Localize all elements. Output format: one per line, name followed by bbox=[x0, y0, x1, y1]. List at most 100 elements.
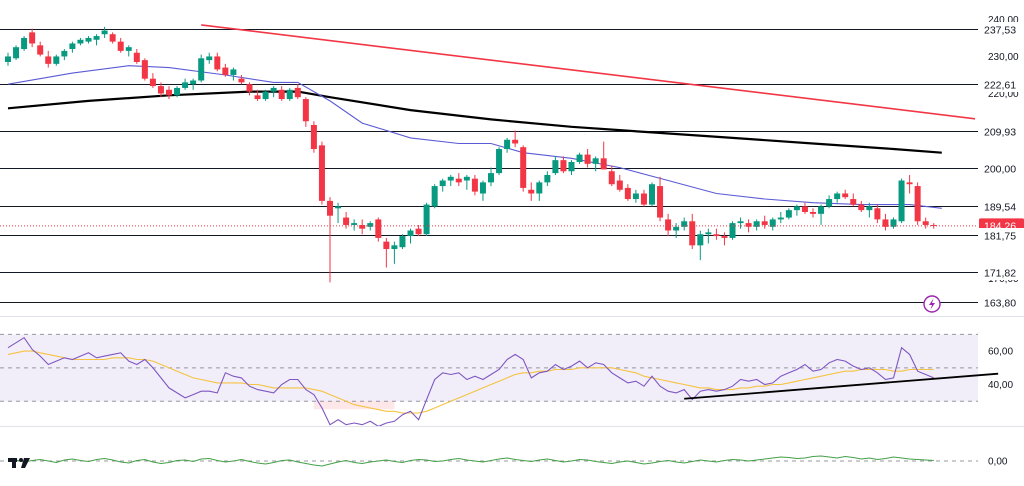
candle bbox=[21, 36, 28, 51]
candle-body bbox=[512, 139, 519, 144]
candle bbox=[906, 174, 913, 194]
candle-body bbox=[697, 234, 704, 246]
candle-body bbox=[842, 193, 849, 198]
candle bbox=[157, 82, 164, 98]
candle-body bbox=[318, 145, 325, 201]
candle bbox=[327, 197, 333, 283]
candle-body bbox=[439, 180, 446, 187]
bottom-indicator-pane[interactable]: 0,00 bbox=[0, 455, 1008, 468]
candle bbox=[761, 215, 768, 229]
candle bbox=[101, 26, 108, 38]
candle bbox=[834, 191, 841, 203]
candle-body bbox=[600, 158, 607, 170]
rsi-tick-label: 60,00 bbox=[988, 347, 1013, 358]
candle bbox=[37, 41, 44, 57]
candle bbox=[367, 221, 374, 231]
candle bbox=[206, 52, 213, 64]
candle bbox=[697, 230, 704, 261]
candle-body bbox=[270, 87, 277, 92]
tradingview-logo[interactable]: TV bbox=[8, 458, 30, 468]
candle bbox=[842, 189, 849, 200]
candle-body bbox=[761, 221, 768, 225]
candle-body bbox=[640, 193, 647, 205]
candle bbox=[705, 228, 712, 244]
candle-body bbox=[793, 206, 800, 211]
candle bbox=[351, 219, 358, 231]
candle-body bbox=[85, 37, 92, 42]
candle-body bbox=[769, 219, 776, 227]
candle-body bbox=[190, 80, 197, 85]
candle-body bbox=[753, 221, 760, 227]
candle-body bbox=[818, 206, 825, 214]
candle-body bbox=[745, 223, 752, 227]
rsi-oversold-fill bbox=[313, 401, 395, 410]
rsi-band bbox=[0, 333, 978, 410]
candle-body bbox=[858, 204, 865, 211]
candle bbox=[13, 45, 20, 61]
candle bbox=[552, 156, 559, 175]
candle-body bbox=[463, 176, 470, 181]
candle-body bbox=[77, 39, 84, 44]
candle-body bbox=[536, 182, 543, 194]
candle bbox=[77, 37, 84, 46]
candle bbox=[399, 234, 406, 250]
candle bbox=[785, 208, 792, 220]
candle-body bbox=[729, 223, 736, 238]
candle bbox=[69, 41, 76, 53]
candle-body bbox=[922, 221, 929, 225]
candle bbox=[890, 217, 897, 229]
candle-body bbox=[61, 50, 68, 57]
rsi-signal-path bbox=[7, 350, 934, 414]
level-label-bg bbox=[979, 295, 1024, 310]
level-label-bg bbox=[979, 228, 1024, 243]
ma-black-line bbox=[7, 90, 942, 154]
rsi-pane[interactable]: 60,00 40,00 bbox=[0, 333, 1013, 428]
candle bbox=[721, 232, 728, 246]
candle bbox=[262, 89, 269, 101]
candle bbox=[109, 32, 116, 44]
candle-body bbox=[53, 56, 60, 64]
candle bbox=[230, 67, 237, 81]
candle-body bbox=[37, 45, 44, 55]
candle-body bbox=[198, 58, 205, 81]
candle bbox=[141, 58, 148, 81]
candle bbox=[182, 78, 189, 90]
candle bbox=[294, 84, 301, 100]
candle bbox=[592, 156, 599, 172]
candle bbox=[769, 217, 776, 231]
candle bbox=[423, 202, 430, 237]
rsi-tick-label: 40,00 bbox=[988, 380, 1013, 391]
candle-body bbox=[624, 187, 631, 200]
candle-body bbox=[294, 87, 301, 98]
candle bbox=[166, 86, 172, 100]
candle bbox=[85, 36, 92, 44]
candle-body bbox=[632, 193, 639, 200]
alert-lightning-icon[interactable] bbox=[923, 295, 941, 313]
candle bbox=[745, 219, 752, 233]
candle bbox=[536, 180, 543, 201]
candle-body bbox=[657, 186, 664, 218]
candle bbox=[29, 28, 36, 48]
candle bbox=[391, 241, 398, 264]
candle bbox=[407, 228, 414, 244]
candle-body bbox=[302, 99, 309, 122]
candle-body bbox=[343, 217, 350, 225]
candle-body bbox=[689, 221, 696, 246]
candle-body bbox=[383, 241, 390, 250]
candle bbox=[576, 152, 583, 164]
level-label: 200,00 bbox=[984, 163, 1016, 175]
candle-body bbox=[359, 224, 366, 229]
candle bbox=[882, 213, 889, 231]
candle-body bbox=[866, 206, 873, 211]
candle-body bbox=[576, 154, 583, 162]
candle bbox=[471, 174, 478, 196]
candle bbox=[528, 182, 535, 201]
ma-black-path bbox=[7, 90, 942, 154]
candle bbox=[455, 173, 462, 187]
candle-body bbox=[166, 89, 172, 96]
candle-body bbox=[616, 180, 623, 190]
candle bbox=[133, 49, 140, 64]
